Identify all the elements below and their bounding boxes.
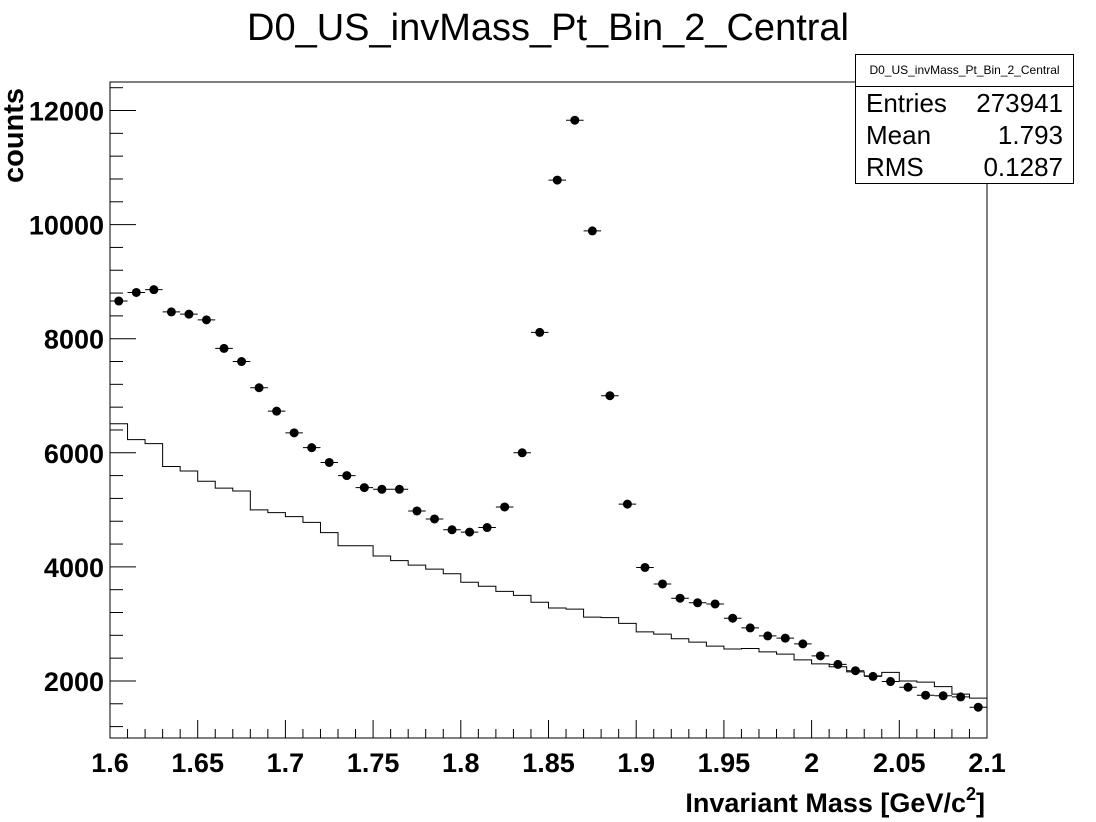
x-tick-label: 1.65 xyxy=(171,748,224,778)
data-point xyxy=(517,448,527,458)
x-axis-label: Invariant Mass [GeV/c2] xyxy=(685,784,985,818)
data-point xyxy=(465,527,475,537)
data-point xyxy=(166,307,176,317)
data-point xyxy=(693,598,703,608)
x-tick-label: 1.85 xyxy=(522,748,575,778)
data-point xyxy=(728,613,738,623)
data-points xyxy=(110,115,987,712)
stats-rms-value: 0.1287 xyxy=(983,151,1063,182)
stats-mean-label: Mean xyxy=(866,119,932,150)
axis-ticks xyxy=(109,87,988,738)
data-point xyxy=(798,639,808,649)
stats-rms-row: RMS 0.1287 xyxy=(856,151,1073,183)
data-point xyxy=(622,499,632,509)
stats-mean-value: 1.793 xyxy=(997,119,1063,150)
data-point xyxy=(921,690,931,700)
data-point xyxy=(552,175,562,185)
data-point xyxy=(587,226,597,236)
data-point xyxy=(254,383,264,393)
data-point xyxy=(429,514,439,524)
x-tick-label: 2.1 xyxy=(968,748,1006,778)
x-tick-label: 1.7 xyxy=(267,748,305,778)
data-point xyxy=(675,593,685,603)
data-point xyxy=(956,692,966,702)
data-point xyxy=(307,443,317,453)
data-point xyxy=(324,457,334,467)
data-point xyxy=(412,506,422,516)
data-point xyxy=(114,296,124,306)
data-point xyxy=(780,633,790,643)
data-point xyxy=(903,682,913,692)
data-point xyxy=(833,659,843,669)
data-point xyxy=(359,483,369,493)
x-tick-label: 2.05 xyxy=(873,748,926,778)
data-point xyxy=(394,484,404,494)
chart-title: D0_US_invMass_Pt_Bin_2_Central xyxy=(247,7,849,49)
data-point xyxy=(535,327,545,337)
stats-entries-label: Entries xyxy=(866,87,947,118)
data-point xyxy=(763,631,773,641)
data-point xyxy=(447,525,457,535)
data-point xyxy=(131,287,141,297)
data-point xyxy=(184,309,194,319)
data-point xyxy=(658,579,668,589)
y-tick-label: 12000 xyxy=(29,97,104,127)
data-point xyxy=(745,623,755,633)
y-tick-labels: 2000 4000 6000 8000 10000 12000 xyxy=(29,97,104,697)
data-point xyxy=(973,702,983,712)
data-point xyxy=(201,315,211,325)
data-point xyxy=(605,391,615,401)
stats-entries-value: 273941 xyxy=(976,87,1063,118)
data-point xyxy=(482,523,492,533)
x-tick-label: 1.8 xyxy=(442,748,480,778)
y-tick-label: 6000 xyxy=(44,439,104,469)
data-point xyxy=(710,599,720,609)
background-histogram-line xyxy=(110,423,987,699)
x-tick-labels: 1.6 1.65 1.7 1.75 1.8 1.85 1.9 1.95 2 2.05 2.1 xyxy=(91,748,1006,778)
x-tick-label: 1.75 xyxy=(347,748,400,778)
data-point xyxy=(868,671,878,681)
y-tick-label: 4000 xyxy=(44,553,104,583)
data-point xyxy=(850,666,860,676)
data-point xyxy=(289,428,299,438)
stats-box: D0_US_invMass_Pt_Bin_2_Central Entries 2… xyxy=(855,54,1074,184)
stats-entries-row: Entries 273941 xyxy=(856,87,1073,119)
data-point xyxy=(938,691,948,701)
data-point xyxy=(815,651,825,661)
data-point xyxy=(640,562,650,572)
data-point xyxy=(149,285,159,295)
data-point xyxy=(500,502,510,512)
y-axis-label: counts xyxy=(0,88,30,183)
x-tick-label: 1.95 xyxy=(698,748,751,778)
x-tick-label: 2 xyxy=(804,748,819,778)
stats-rms-label: RMS xyxy=(866,151,924,182)
data-point xyxy=(377,484,387,494)
data-point xyxy=(886,677,896,687)
x-tick-label: 1.9 xyxy=(617,748,655,778)
stats-box-title: D0_US_invMass_Pt_Bin_2_Central xyxy=(856,55,1073,87)
data-point xyxy=(570,115,580,125)
x-tick-label: 1.6 xyxy=(91,748,129,778)
data-point xyxy=(272,406,282,416)
stats-mean-row: Mean 1.793 xyxy=(856,119,1073,151)
data-point xyxy=(219,343,229,353)
data-point xyxy=(342,471,352,481)
y-tick-label: 10000 xyxy=(29,211,104,241)
y-tick-label: 8000 xyxy=(44,325,104,355)
data-point xyxy=(237,357,247,367)
y-tick-label: 2000 xyxy=(44,667,104,697)
